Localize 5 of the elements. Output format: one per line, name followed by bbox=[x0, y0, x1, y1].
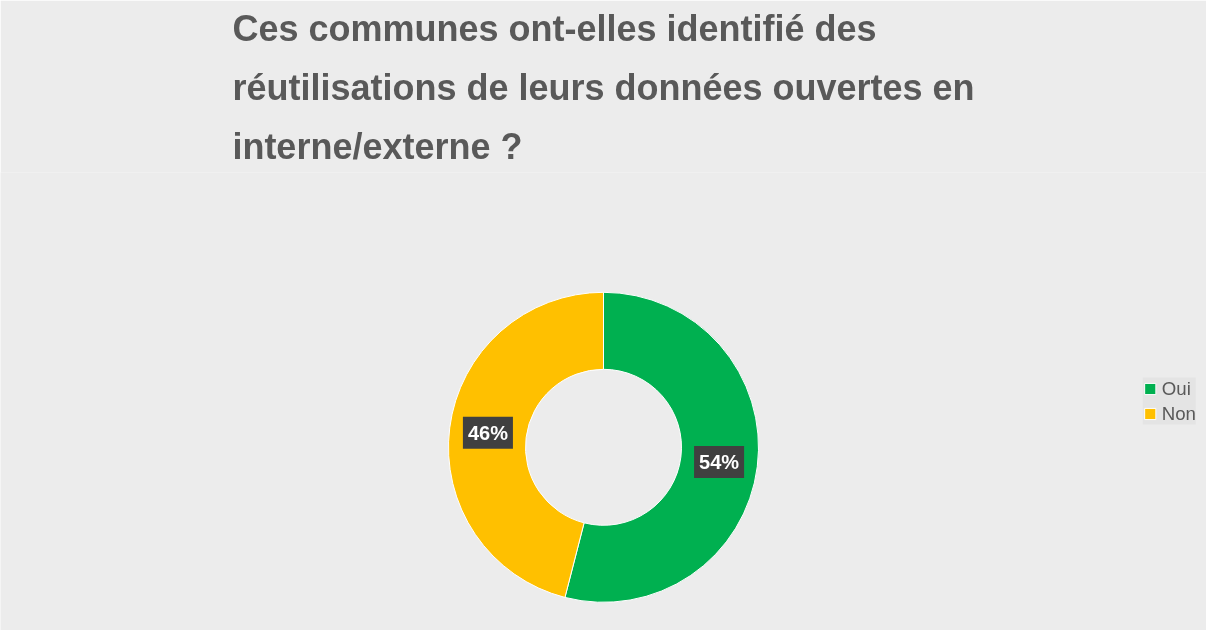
data-label: 54% bbox=[699, 450, 740, 473]
legend-label: Non bbox=[1161, 402, 1196, 425]
legend-label: Oui bbox=[1161, 377, 1191, 400]
data-label: 46% bbox=[467, 421, 509, 444]
chart-title: Ces communes ont-elles identifié des réutilisations de leurs données ouvertes en interne/externe ? bbox=[232, 7, 975, 168]
